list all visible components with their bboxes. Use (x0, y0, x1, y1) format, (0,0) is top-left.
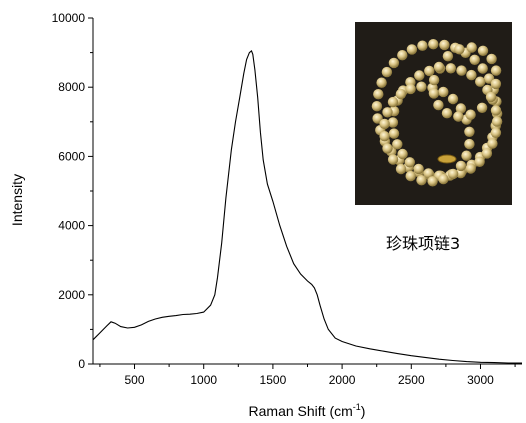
pearl-bead (387, 96, 399, 108)
pearl-bead (490, 127, 502, 138)
pearl-bead (438, 173, 449, 185)
pearl-bead (464, 126, 475, 137)
pearl-bead (428, 74, 440, 86)
photo-caption: 珍珠项链3 (386, 234, 461, 253)
pearl-bead (406, 44, 418, 55)
pearl-bead (373, 89, 384, 100)
pearl-bead (428, 39, 439, 50)
pearl-bead (481, 148, 493, 159)
pearl-bead (469, 54, 480, 65)
x-axis-title: Raman Shift (cm-1) (249, 402, 366, 419)
pearl-bead (382, 107, 393, 118)
y-tick-label: 8000 (58, 80, 85, 94)
pearl-bead (416, 81, 427, 92)
pearl-bead (466, 42, 477, 53)
pearl-bead (433, 99, 444, 111)
x-axis-title-close: ) (361, 403, 366, 419)
pearl-bead (447, 93, 459, 105)
y-tick-label: 4000 (58, 219, 85, 233)
pearl-bead (490, 78, 502, 90)
pearl-bead (405, 170, 416, 182)
x-tick-label: 2500 (398, 373, 425, 387)
pearl-bead (417, 40, 428, 51)
pearl-bead (486, 53, 497, 65)
pearl-bead (476, 102, 488, 114)
pearl-bead (405, 83, 416, 95)
y-tick-label: 0 (78, 357, 85, 371)
pearl-bead (455, 160, 467, 172)
pearl-bead (387, 117, 399, 128)
x-tick-label: 3000 (467, 373, 494, 387)
pearl-bead (376, 77, 387, 88)
x-tick-label: 1000 (190, 373, 217, 387)
pearl-bead (388, 128, 400, 139)
pearl-bead (433, 61, 445, 73)
pearl-bead (379, 131, 390, 142)
pearl-bead (441, 108, 453, 119)
pearl-bead (461, 150, 472, 161)
pearl-bead (490, 105, 502, 116)
x-tick-label: 2000 (329, 373, 356, 387)
spectrum-line (92, 49, 522, 364)
pearl-bead (438, 86, 449, 98)
pearl-bead (397, 50, 408, 61)
pearl-bead (465, 109, 476, 120)
pearl-bead (456, 65, 467, 76)
pearl-bead (381, 66, 393, 78)
pearl-bead (454, 44, 465, 55)
pearl-bead (424, 65, 435, 77)
pearl-bead (382, 143, 393, 154)
pearl-bead (397, 148, 408, 160)
pearl-bead (475, 76, 486, 87)
y-tick-label: 10000 (52, 11, 86, 25)
pearl-bead (477, 45, 489, 56)
pearl-bead (379, 118, 390, 130)
pearl-bead (371, 101, 383, 112)
x-axis-title-text: Raman Shift (cm (249, 403, 353, 419)
pearl-bead (485, 91, 497, 103)
pearl-bead (416, 175, 427, 186)
pearl-bead (395, 163, 407, 175)
pearl-bead (453, 111, 464, 122)
y-tick-label: 6000 (58, 149, 85, 163)
pearl-bead (455, 103, 467, 114)
pearl-bead (388, 57, 400, 69)
y-tick-label: 2000 (58, 288, 85, 302)
y-axis-title: Intensity (9, 174, 25, 226)
pearl-bead (414, 70, 425, 81)
pearl-bead (439, 39, 450, 51)
pearl-bead (466, 69, 477, 81)
pearl-bead (395, 88, 407, 100)
x-tick-label: 1500 (260, 373, 287, 387)
pearl-bead (474, 156, 485, 167)
pearl-bead (428, 88, 440, 99)
pearl-bead (445, 63, 456, 74)
pearl-bead (465, 163, 476, 174)
pearl-bead (387, 154, 399, 165)
pearl-bead (477, 63, 488, 74)
pearl-bead (427, 176, 438, 187)
pearl-bead (447, 168, 459, 180)
pearl-bead (423, 168, 434, 179)
pearl-necklace-photo (355, 22, 512, 205)
x-tick-label: 500 (125, 373, 145, 387)
pearl-bead (392, 139, 403, 150)
x-axis-title-superscript: -1 (353, 402, 361, 412)
pearl-bead (490, 65, 502, 76)
pearl-bead (442, 51, 454, 62)
pearl-bead (491, 116, 503, 127)
pearl-bead (487, 138, 498, 149)
pearl-bead (413, 163, 424, 175)
pearl-bead (372, 113, 383, 124)
pearl-bead (404, 157, 415, 168)
pearl-bead (464, 138, 475, 150)
